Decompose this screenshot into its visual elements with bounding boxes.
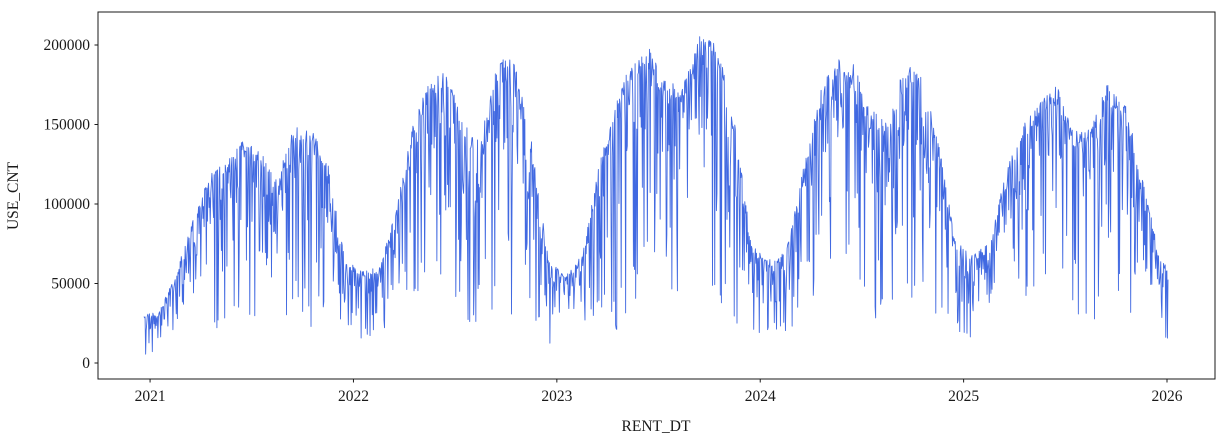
x-tick-label: 2026 xyxy=(1152,388,1183,405)
y-tick-label: 50000 xyxy=(51,276,90,293)
y-tick-label: 100000 xyxy=(44,196,91,213)
x-axis-label: RENT_DT xyxy=(622,418,691,435)
y-axis-ticks: 0 50000 100000 150000 200000 xyxy=(44,37,98,372)
x-tick-label: 2022 xyxy=(338,388,369,405)
x-tick-label: 2023 xyxy=(541,388,572,405)
x-axis-ticks: 2021 2022 2023 2024 2025 2026 xyxy=(135,379,1183,405)
series-line xyxy=(143,36,1169,355)
y-axis-label: USE_CNT xyxy=(5,161,22,230)
y-tick-label: 0 xyxy=(82,355,90,372)
x-tick-label: 2021 xyxy=(135,388,166,405)
x-tick-label: 2025 xyxy=(948,388,979,405)
plot-frame xyxy=(97,11,1216,380)
x-tick-label: 2024 xyxy=(745,388,776,405)
y-tick-label: 150000 xyxy=(44,117,91,134)
y-tick-label: 200000 xyxy=(44,37,91,54)
